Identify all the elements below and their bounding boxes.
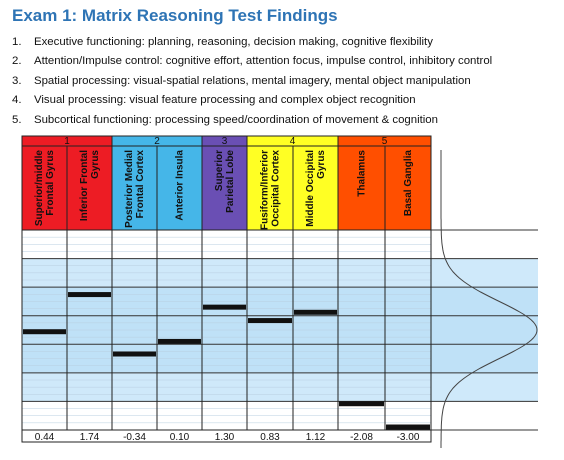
finding-number: 4.: [12, 94, 22, 107]
column-header-cell: [246, 145, 294, 231]
findings-list: 1. Executive functioning: planning, reaso…: [12, 33, 492, 130]
column-label: Occipital Cortex: [271, 150, 282, 227]
group-number: 1: [64, 136, 70, 147]
value-label: -2.08: [350, 432, 373, 443]
column-label: Middle Occipital: [305, 150, 316, 227]
page-title: Exam 1: Matrix Reasoning Test Findings: [12, 6, 338, 25]
column-label: Parietal Lobe: [225, 150, 236, 213]
column-label: Superior: [214, 150, 225, 191]
column-header-cell: [337, 145, 386, 231]
finding-item: 2. Attention/Impulse control: cognitive e…: [12, 52, 492, 71]
finding-item: 4. Visual processing: visual feature proc…: [12, 91, 492, 110]
value-marker: [294, 309, 337, 315]
value-label: -3.00: [397, 432, 420, 443]
normal-curve: [440, 150, 538, 448]
value-label: 1.74: [80, 432, 100, 443]
finding-text: Attention/Impulse control: cognitive eff…: [34, 55, 493, 68]
column-header-cell: [21, 145, 68, 231]
value-label: 0.10: [170, 432, 190, 443]
group-number: 4: [290, 136, 296, 147]
finding-text: Visual processing: visual feature proces…: [34, 94, 416, 107]
column-label: Gyrus: [316, 150, 327, 179]
finding-number: 2.: [12, 55, 22, 68]
column-header-cell: [384, 145, 432, 231]
value-marker: [68, 292, 111, 298]
column-label: Posterior Medial: [124, 150, 135, 228]
value-marker: [113, 351, 156, 357]
column-label: Frontal Gyrus: [45, 150, 56, 216]
column-label: Gyrus: [90, 150, 101, 179]
finding-item: 5. Subcortical functioning: processing sp…: [12, 111, 492, 130]
column-label: Basal Ganglia: [403, 150, 414, 217]
value-label: 0.44: [35, 432, 55, 443]
column-label: Thalamus: [357, 150, 368, 197]
value-marker: [158, 338, 201, 344]
finding-item: 1. Executive functioning: planning, reaso…: [12, 33, 492, 52]
column-header-cell: [292, 145, 339, 231]
value-marker: [386, 424, 430, 430]
finding-item: 3. Spatial processing: visual-spatial rel…: [12, 72, 492, 91]
value-label: 0.83: [260, 432, 280, 443]
column-label: Fusiform/Inferior: [260, 150, 271, 230]
value-marker: [203, 304, 246, 310]
value-label: -0.34: [123, 432, 146, 443]
value-marker: [339, 401, 384, 407]
column-label: Anterior Insula: [175, 150, 186, 221]
finding-number: 1.: [12, 36, 22, 48]
group-number: 2: [154, 136, 160, 147]
column-label: Inferior Frontal: [79, 150, 90, 221]
value-marker: [23, 329, 66, 335]
finding-number: 5.: [12, 113, 22, 126]
value-label: 1.30: [215, 432, 235, 443]
finding-text: Spatial processing: visual-spatial relat…: [34, 74, 471, 87]
finding-number: 3.: [12, 74, 22, 87]
column-header-cell: [201, 145, 248, 231]
finding-text: Executive functioning: planning, reasoni…: [34, 36, 433, 48]
column-label: Frontal Cortex: [135, 150, 146, 219]
group-number: 3: [222, 136, 228, 147]
group-number: 5: [382, 136, 388, 147]
value-row: [21, 429, 432, 443]
finding-text: Subcortical functioning: processing spee…: [34, 113, 438, 126]
column-label: Superior/middle: [34, 150, 45, 227]
value-marker: [248, 318, 292, 324]
value-label: 1.12: [306, 432, 326, 443]
